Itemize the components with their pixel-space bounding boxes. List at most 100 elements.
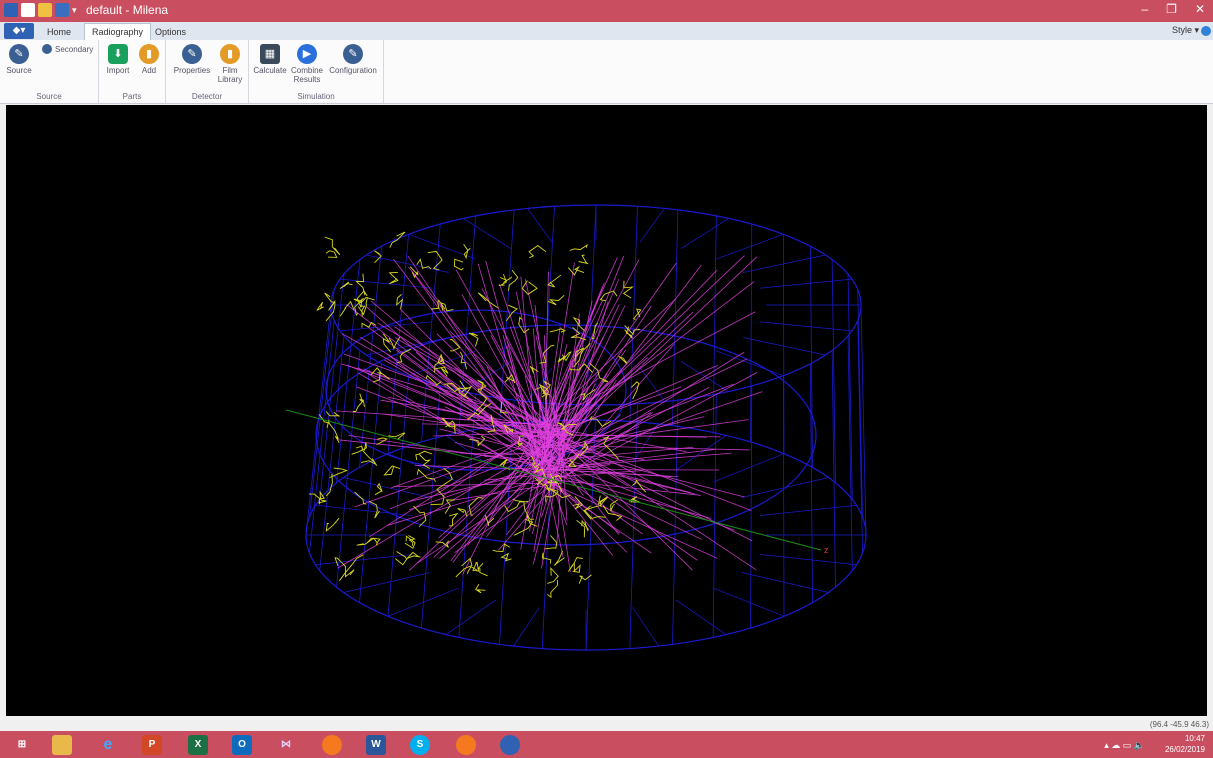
wire-strut: [847, 335, 853, 571]
calculate-button[interactable]: ▦ Calculate: [251, 44, 289, 75]
secondary-track: [630, 381, 640, 400]
combine-results-button[interactable]: ▶ Combine Results: [290, 44, 324, 84]
film-library-button[interactable]: ▮ Film Library: [216, 44, 244, 84]
primary-track: [409, 466, 559, 502]
help-icon[interactable]: [1201, 26, 1211, 36]
primary-track: [338, 439, 560, 464]
secondary-track: [475, 583, 486, 594]
outlook-icon[interactable]: O: [232, 735, 252, 755]
wire-strut: [629, 206, 638, 422]
minimize-button[interactable]: –: [1141, 2, 1149, 16]
secondary-track: [356, 537, 378, 546]
style-menu[interactable]: Style ▾: [1171, 25, 1199, 35]
primary-track: [540, 298, 677, 426]
wrench-icon: ✎: [182, 44, 202, 64]
primary-track: [543, 428, 757, 571]
wire-radial: [527, 208, 553, 243]
properties-button[interactable]: ✎ Properties: [172, 44, 212, 75]
powerpoint-icon[interactable]: P: [142, 735, 162, 755]
primary-track: [515, 291, 554, 464]
secondary-track: [517, 435, 524, 448]
wire-radial: [387, 587, 459, 617]
primary-track: [452, 435, 550, 563]
secondary-track: [568, 453, 580, 468]
save-icon[interactable]: [55, 3, 69, 17]
primary-track: [354, 431, 566, 508]
start-windows-icon[interactable]: ⊞: [17, 739, 27, 750]
secondary-track: [500, 401, 508, 414]
wire-strut: [336, 259, 361, 483]
wire-strut: [712, 394, 717, 638]
secondary-track: [325, 473, 333, 497]
source-label: Source: [6, 66, 32, 75]
secondary-label: Secondary: [55, 44, 94, 54]
excel-icon[interactable]: X: [188, 735, 208, 755]
firefox-icon-2[interactable]: [456, 735, 476, 755]
secondary-track: [508, 269, 519, 291]
primary-track: [547, 471, 712, 519]
primary-track: [416, 479, 544, 564]
import-button[interactable]: ⬇ Import: [105, 44, 131, 75]
z-axis-label: z: [824, 545, 829, 555]
wire-radial: [743, 337, 826, 356]
secondary-track: [578, 254, 589, 265]
primary-track: [454, 441, 541, 468]
wire-radial: [632, 423, 659, 463]
primary-track: [536, 264, 702, 482]
wireframe-scene[interactable]: z: [6, 105, 1207, 716]
milena-app-icon[interactable]: [500, 735, 520, 755]
file-explorer-icon[interactable]: [52, 735, 72, 755]
open-folder-icon[interactable]: [38, 3, 52, 17]
wire-strut: [585, 204, 597, 421]
secondary-track: [325, 411, 340, 417]
primary-track: [559, 416, 705, 451]
secondary-track: [395, 555, 421, 566]
wire-radial: [366, 337, 449, 356]
secondary-track: [526, 514, 538, 527]
tab-home[interactable]: Home: [47, 27, 72, 37]
3d-viewport[interactable]: z: [6, 105, 1207, 716]
primary-track: [438, 438, 551, 539]
primary-track: [440, 421, 554, 439]
primary-track: [564, 391, 763, 461]
secondary-track: [445, 420, 456, 434]
edge-browser-icon[interactable]: e: [103, 736, 113, 753]
close-button[interactable]: ✕: [1194, 2, 1205, 16]
secondary-track: [624, 326, 633, 339]
system-clock[interactable]: 10:47 26/02/2019: [1165, 733, 1205, 755]
wrench-icon: ✎: [9, 44, 29, 64]
tab-options[interactable]: Options: [155, 27, 187, 37]
secondary-track: [344, 566, 355, 578]
new-file-icon[interactable]: [21, 3, 35, 17]
window-title: default - Milena: [86, 3, 169, 17]
secondary-track: [427, 250, 443, 271]
visual-studio-icon[interactable]: ⋈: [281, 739, 291, 750]
secondary-track: [425, 374, 442, 387]
add-button[interactable]: ▮ Add: [137, 44, 161, 75]
wire-strut: [305, 304, 332, 536]
primary-track: [454, 482, 556, 554]
secondary-button[interactable]: Secondary: [42, 44, 93, 54]
qat-dropdown-icon[interactable]: ▾: [72, 5, 77, 15]
secondary-track: [444, 499, 455, 514]
skype-icon[interactable]: S: [410, 735, 430, 755]
wire-strut: [750, 385, 753, 629]
wire-strut: [319, 335, 345, 571]
firefox-icon[interactable]: [322, 735, 342, 755]
app-logo-icon[interactable]: [4, 3, 18, 17]
wire-radial: [366, 254, 449, 273]
secondary-track: [589, 362, 609, 382]
secondary-track: [455, 557, 473, 578]
word-icon[interactable]: W: [366, 735, 386, 755]
wire-radial: [713, 587, 785, 617]
secondary-track: [431, 299, 446, 310]
secondary-track: [539, 345, 555, 364]
configuration-button[interactable]: ✎ Configuration: [325, 44, 381, 75]
particle-tracks: [308, 231, 763, 599]
app-menu-button[interactable]: ◆▾: [4, 23, 34, 39]
system-tray-icons[interactable]: ▴ ☁ ▭ 🔈: [1104, 740, 1145, 750]
secondary-track: [499, 276, 513, 283]
source-button[interactable]: ✎ Source: [6, 44, 32, 75]
tab-radiography[interactable]: Radiography: [84, 23, 152, 42]
restore-button[interactable]: ❐: [1166, 2, 1177, 16]
